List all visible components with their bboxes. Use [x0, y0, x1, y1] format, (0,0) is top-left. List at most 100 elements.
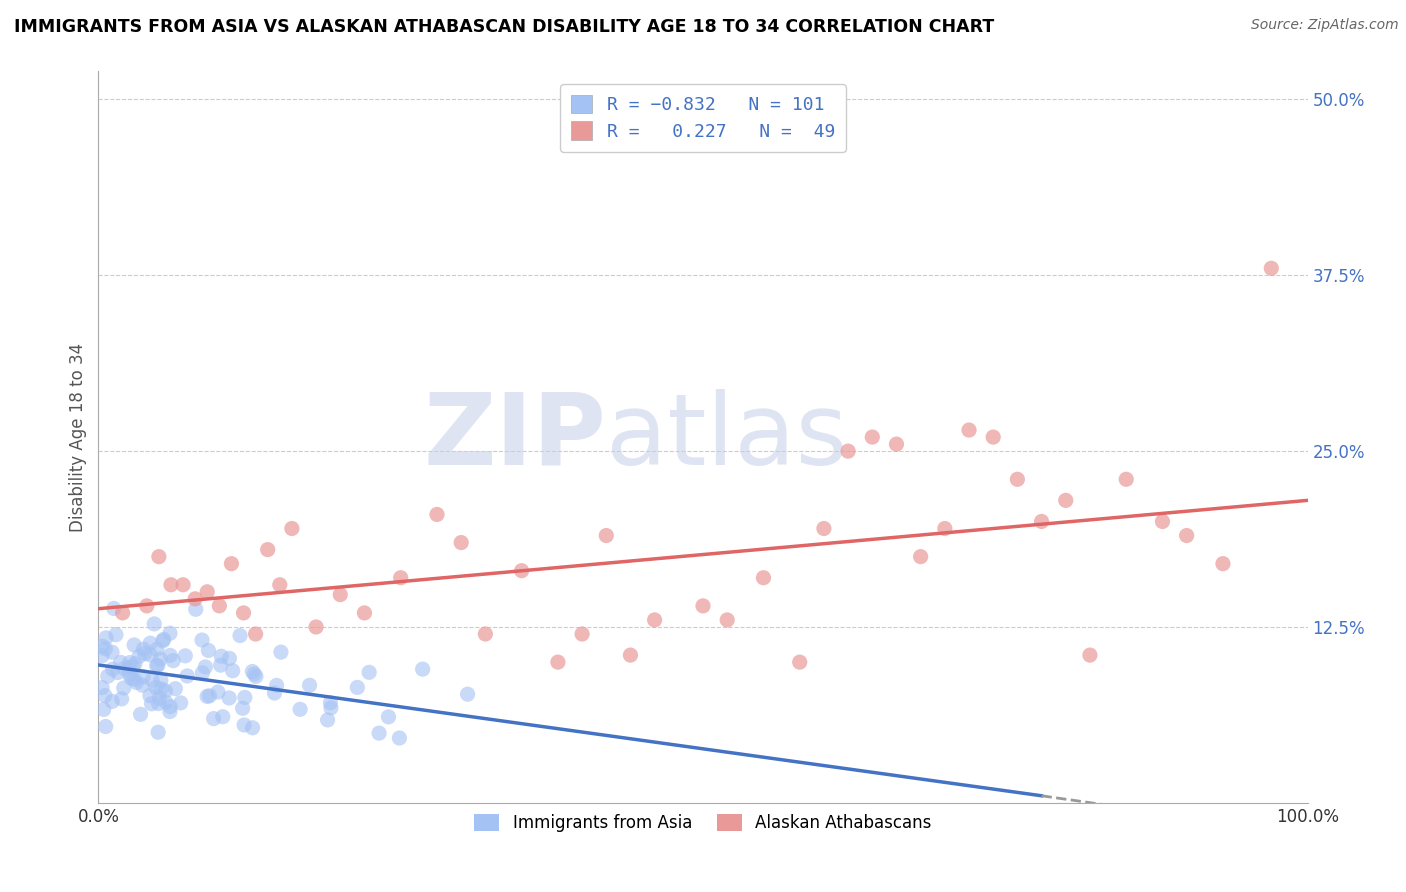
Point [148, 549, 170, 564]
Point [359, 665, 381, 680]
Point [112, 661, 135, 675]
Point [101, 645, 124, 659]
Point [125, 675, 148, 690]
Point [209, 658, 232, 673]
Point [232, 606, 254, 620]
Point [176, 669, 198, 683]
Point [1007, 472, 1029, 486]
Point [377, 710, 399, 724]
Point [107, 665, 129, 680]
Point [243, 667, 266, 681]
Point [547, 655, 569, 669]
Text: atlas: atlas [606, 389, 848, 485]
Point [198, 689, 221, 703]
Point [813, 521, 835, 535]
Point [134, 647, 156, 661]
Point [221, 557, 243, 571]
Point [139, 689, 162, 703]
Point [789, 655, 811, 669]
Point [143, 616, 166, 631]
Point [191, 665, 214, 680]
Point [172, 578, 194, 592]
Point [1212, 557, 1234, 571]
Point [207, 685, 229, 699]
Point [319, 696, 342, 710]
Point [97, 669, 120, 683]
Point [124, 657, 146, 671]
Point [146, 658, 169, 673]
Point [388, 731, 411, 745]
Point [644, 613, 666, 627]
Point [269, 578, 291, 592]
Point [91, 648, 114, 663]
Point [208, 599, 231, 613]
Point [146, 725, 169, 739]
Point [389, 571, 412, 585]
Point [1078, 648, 1101, 662]
Y-axis label: Disability Age 18 to 34: Disability Age 18 to 34 [69, 343, 87, 532]
Point [752, 571, 775, 585]
Point [202, 712, 225, 726]
Text: IMMIGRANTS FROM ASIA VS ALASKAN ATHABASCAN DISABILITY AGE 18 TO 34 CORRELATION C: IMMIGRANTS FROM ASIA VS ALASKAN ATHABASC… [14, 18, 994, 36]
Point [141, 673, 163, 688]
Point [353, 606, 375, 620]
Point [104, 627, 127, 641]
Point [934, 521, 956, 535]
Point [118, 660, 141, 674]
Point [305, 620, 328, 634]
Point [132, 642, 155, 657]
Point [595, 528, 617, 542]
Point [184, 591, 207, 606]
Point [160, 578, 183, 592]
Point [110, 656, 132, 670]
Point [197, 643, 219, 657]
Point [288, 702, 311, 716]
Point [148, 697, 170, 711]
Point [1031, 515, 1053, 529]
Point [132, 670, 155, 684]
Point [266, 678, 288, 692]
Point [122, 660, 145, 674]
Point [174, 648, 197, 663]
Point [232, 701, 254, 715]
Point [155, 684, 177, 698]
Point [1054, 493, 1077, 508]
Point [159, 699, 181, 714]
Point [131, 678, 153, 692]
Point [346, 681, 368, 695]
Point [194, 660, 217, 674]
Point [94, 689, 117, 703]
Legend: Immigrants from Asia, Alaskan Athabascans: Immigrants from Asia, Alaskan Athabascan… [468, 807, 938, 838]
Point [120, 671, 142, 685]
Point [837, 444, 859, 458]
Point [141, 697, 163, 711]
Point [607, 99, 630, 113]
Point [91, 681, 114, 695]
Point [319, 701, 342, 715]
Point [270, 645, 292, 659]
Point [148, 690, 170, 705]
Point [94, 631, 117, 645]
Point [426, 508, 449, 522]
Point [233, 718, 256, 732]
Point [957, 423, 980, 437]
Point [860, 430, 883, 444]
Point [152, 634, 174, 648]
Point [1260, 261, 1282, 276]
Point [619, 648, 641, 662]
Point [93, 702, 115, 716]
Point [457, 687, 479, 701]
Point [149, 652, 172, 666]
Point [256, 542, 278, 557]
Point [139, 636, 162, 650]
Point [139, 648, 162, 662]
Point [263, 686, 285, 700]
Point [111, 606, 134, 620]
Point [165, 681, 187, 696]
Point [910, 549, 932, 564]
Point [91, 640, 114, 654]
Point [218, 651, 240, 665]
Point [316, 713, 339, 727]
Point [145, 658, 167, 673]
Point [510, 564, 533, 578]
